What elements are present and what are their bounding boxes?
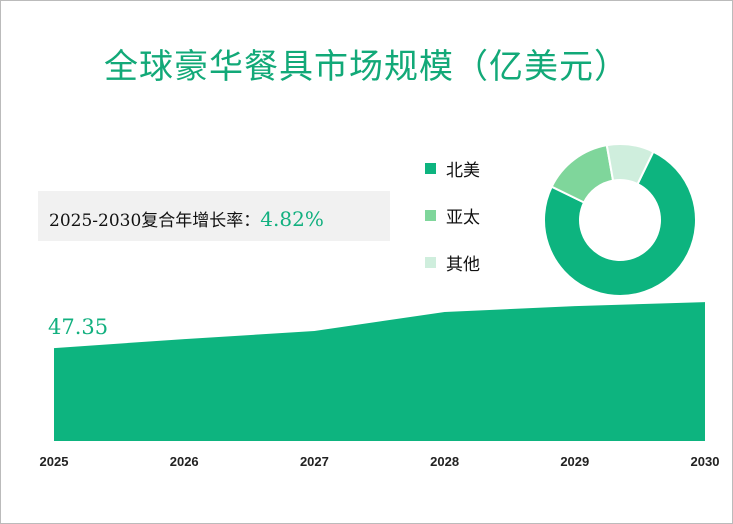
x-tick-label: 2025 (40, 454, 69, 469)
area-series (54, 302, 705, 441)
chart-title: 全球豪华餐具市场规模（亿美元） (104, 47, 629, 87)
legend-label: 亚太 (446, 208, 480, 228)
legend-swatch (425, 257, 436, 268)
cagr-value: 4.82% (260, 207, 324, 231)
x-tick-label: 2029 (560, 454, 589, 469)
legend-swatch (425, 210, 436, 221)
cagr-box: 2025-2030复合年增长率：4.82% (38, 191, 390, 241)
legend-item-north-america: 北美 (425, 156, 480, 181)
x-tick-label: 2028 (430, 454, 459, 469)
legend-item-asia-pacific: 亚太 (425, 203, 480, 228)
x-tick-label: 2030 (691, 454, 720, 469)
legend-item-other: 其他 (425, 250, 480, 275)
legend-swatch (425, 163, 436, 174)
legend-label: 北美 (446, 161, 480, 181)
data-label: 47.35 (48, 315, 108, 339)
x-tick-label: 2027 (300, 454, 329, 469)
cagr-label: 2025-2030复合年增长率：4.82% (49, 206, 324, 231)
donut-slice-0 (543, 150, 697, 297)
x-tick-label: 2026 (170, 454, 199, 469)
cagr-text: 2025-2030复合年增长率： (49, 211, 261, 231)
legend-label: 其他 (446, 255, 480, 275)
donut-slice-2 (605, 143, 655, 186)
